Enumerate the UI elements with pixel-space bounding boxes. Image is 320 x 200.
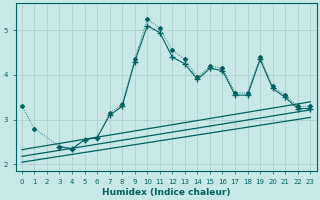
- X-axis label: Humidex (Indice chaleur): Humidex (Indice chaleur): [102, 188, 230, 197]
